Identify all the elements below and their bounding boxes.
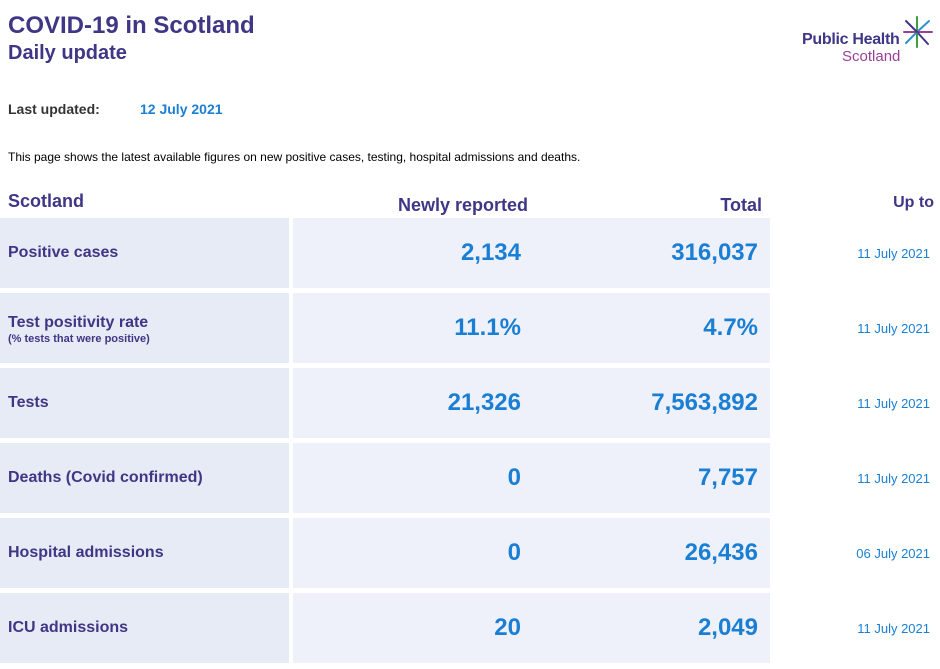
header-total: Total [720, 195, 762, 215]
up-to-date: 11 July 2021 [857, 246, 930, 261]
table-header: Scotland Newly reported Total Up to [0, 186, 940, 218]
total-value: 26,436 [684, 539, 758, 566]
total-value: 7,563,892 [651, 389, 758, 416]
newly-reported-value: 20 [494, 614, 521, 641]
newly-reported-value: 2,134 [460, 239, 521, 266]
total-value: 316,037 [671, 239, 758, 266]
row-label: ICU admissions [8, 619, 129, 636]
table-row-positive-cases: Positive cases 2,134 316,037 11 July 202… [0, 218, 940, 288]
total-value: 2,049 [697, 614, 758, 641]
table-row-icu-admissions: ICU admissions 20 2,049 11 July 2021 [0, 593, 940, 663]
last-updated-label: Last updated: [8, 101, 100, 117]
up-to-date: 11 July 2021 [857, 471, 930, 486]
intro-text: This page shows the latest available fig… [8, 150, 581, 164]
public-health-scotland-logo: Public Health Scotland [800, 15, 936, 67]
row-label: Hospital admissions [8, 544, 164, 561]
up-to-date: 11 July 2021 [857, 396, 930, 411]
up-to-date: 06 July 2021 [856, 546, 930, 561]
table-row-test-positivity: Test positivity rate (% tests that were … [0, 293, 940, 363]
page-subtitle: Daily update [8, 42, 127, 64]
logo-text-line1: Public Health [802, 31, 900, 48]
logo-text-line2: Scotland [842, 48, 901, 65]
newly-reported-value: 0 [507, 464, 521, 491]
row-label: Deaths (Covid confirmed) [8, 469, 203, 486]
total-value: 4.7% [703, 314, 758, 341]
row-label: Tests [8, 394, 49, 411]
newly-reported-value: 11.1% [454, 314, 521, 341]
table-row-deaths: Deaths (Covid confirmed) 0 7,757 11 July… [0, 443, 940, 513]
row-sublabel: (% tests that were positive) [8, 333, 150, 345]
row-label-group: Test positivity rate (% tests that were … [8, 314, 150, 345]
table-row-hospital-admissions: Hospital admissions 0 26,436 06 July 202… [0, 518, 940, 588]
up-to-date: 11 July 2021 [857, 321, 930, 336]
header-region: Scotland [8, 191, 85, 211]
up-to-date: 11 July 2021 [857, 621, 930, 636]
stats-table: Scotland Newly reported Total Up to Posi… [0, 186, 940, 663]
header-up-to: Up to [893, 194, 934, 211]
total-value: 7,757 [697, 464, 758, 491]
newly-reported-value: 21,326 [447, 389, 521, 416]
row-label: Positive cases [8, 244, 119, 261]
header-newly-reported: Newly reported [397, 195, 528, 215]
row-label: Test positivity rate [8, 314, 149, 331]
last-updated-date: 12 July 2021 [140, 101, 223, 117]
table-row-tests: Tests 21,326 7,563,892 11 July 2021 [0, 368, 940, 438]
page-title: COVID-19 in Scotland [8, 12, 255, 39]
newly-reported-value: 0 [507, 539, 521, 566]
star-burst-icon [903, 16, 933, 48]
